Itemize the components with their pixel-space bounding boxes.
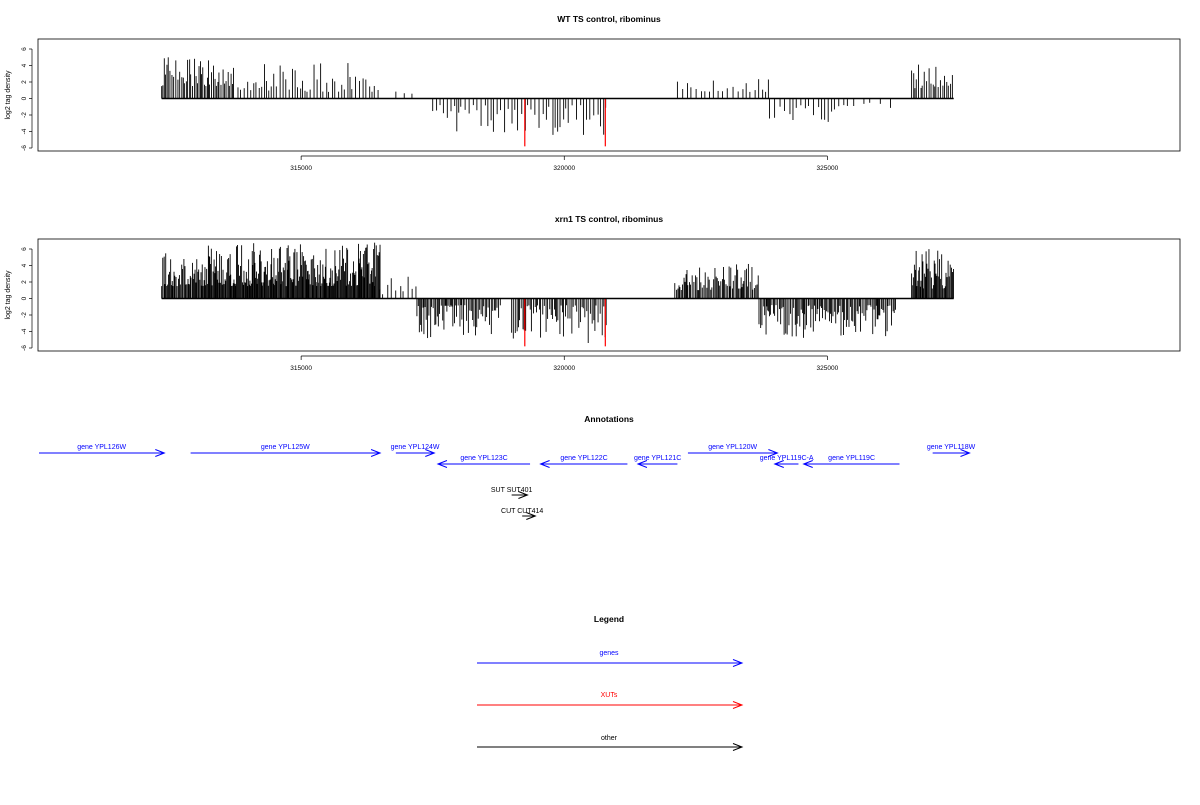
legend-title: Legend [594, 614, 624, 624]
feature-label: gene YPL118W [927, 444, 976, 451]
legend-label-other: other [601, 735, 618, 742]
annotations-title: Annotations [584, 414, 634, 424]
xrn1-plot-frame [37, 238, 1181, 352]
feature-label: gene YPL123C [460, 455, 507, 462]
feature-arrows: gene YPL126W gene YPL125W gene YPL124W gene… [39, 444, 976, 520]
x-tick-label: 315000 [290, 365, 312, 372]
xrn1-x-axis: 315000 320000 325000 [290, 355, 839, 372]
x-tick-label: 320000 [553, 365, 575, 372]
legend-label-xut: XUTs [601, 692, 618, 699]
y-tick-label: -4 [21, 328, 28, 334]
y-tick-label: 2 [21, 80, 28, 84]
feature-arrow [773, 460, 799, 468]
y-tick-label: 6 [21, 247, 28, 251]
feature-label: gene YPL122C [560, 455, 607, 462]
feature-label: SUT SUT401 [491, 487, 533, 494]
x-tick-label: 320000 [553, 165, 575, 172]
y-tick-label: 2 [21, 280, 28, 284]
x-tick-label: 315000 [290, 165, 312, 172]
legend-arrow-xut [477, 701, 744, 709]
y-tick-label: -2 [21, 112, 28, 118]
wt-y-axis-label: log2 tag density [5, 70, 12, 120]
wt-bars [161, 57, 953, 147]
wt-y-axis: 6 4 2 0 -2 -4 -6 [21, 47, 33, 151]
legend-label-gene: genes [599, 650, 619, 657]
xrn1-y-axis-label: log2 tag density [5, 270, 12, 320]
legend-arrow-other [477, 743, 744, 751]
y-tick-label: -6 [21, 345, 28, 351]
xrn1-chart-panel: xrn1 TS control, ribominus log2 tag dens… [5, 214, 1181, 372]
wt-chart-panel: WT TS control, ribominus log2 tag densit… [5, 14, 1181, 172]
xrn1-y-axis: 6 4 2 0 -2 -4 -6 [21, 247, 33, 351]
y-tick-label: 6 [21, 47, 28, 51]
wt-chart-title: WT TS control, ribominus [557, 14, 661, 24]
x-tick-label: 325000 [817, 165, 839, 172]
wt-x-axis: 315000 320000 325000 [290, 155, 839, 172]
annotations-panel: Annotations gene YPL126W gene YPL125W gene… [39, 414, 976, 520]
y-tick-label: 4 [21, 263, 28, 267]
feature-label: gene YPL124W [391, 444, 440, 451]
y-tick-label: -4 [21, 128, 28, 134]
feature-arrow [436, 460, 531, 468]
feature-label: gene YPL125W [261, 444, 310, 451]
xrn1-chart-title: xrn1 TS control, ribominus [555, 214, 663, 224]
feature-arrow [39, 449, 166, 457]
x-tick-label: 325000 [817, 365, 839, 372]
feature-label: gene YPL121C [634, 455, 681, 462]
feature-label: gene YPL126W [77, 444, 126, 451]
wt-plot-frame [37, 38, 1181, 152]
legend: Legend genes XUTs other [477, 614, 744, 751]
feature-arrow [932, 449, 971, 457]
y-tick-label: 0 [21, 296, 28, 300]
feature-arrow [395, 449, 436, 457]
y-tick-label: 0 [21, 96, 28, 100]
feature-arrow [687, 449, 779, 457]
legend-arrow-gene [477, 659, 744, 667]
feature-arrow [190, 449, 382, 457]
feature-arrow [636, 460, 678, 468]
xrn1-bars [161, 242, 954, 347]
y-tick-label: -6 [21, 145, 28, 151]
y-tick-label: -2 [21, 312, 28, 318]
feature-arrow [539, 460, 628, 468]
feature-label: CUT CUT414 [501, 508, 543, 515]
feature-arrow [522, 512, 537, 520]
feature-arrow [802, 460, 900, 468]
legend-items: genes XUTs other [477, 650, 744, 751]
feature-label: gene YPL120W [708, 444, 757, 451]
feature-label: gene YPL119C-A [760, 455, 814, 462]
feature-arrow [511, 491, 529, 499]
feature-label: gene YPL119C [828, 455, 875, 462]
y-tick-label: 4 [21, 63, 28, 67]
